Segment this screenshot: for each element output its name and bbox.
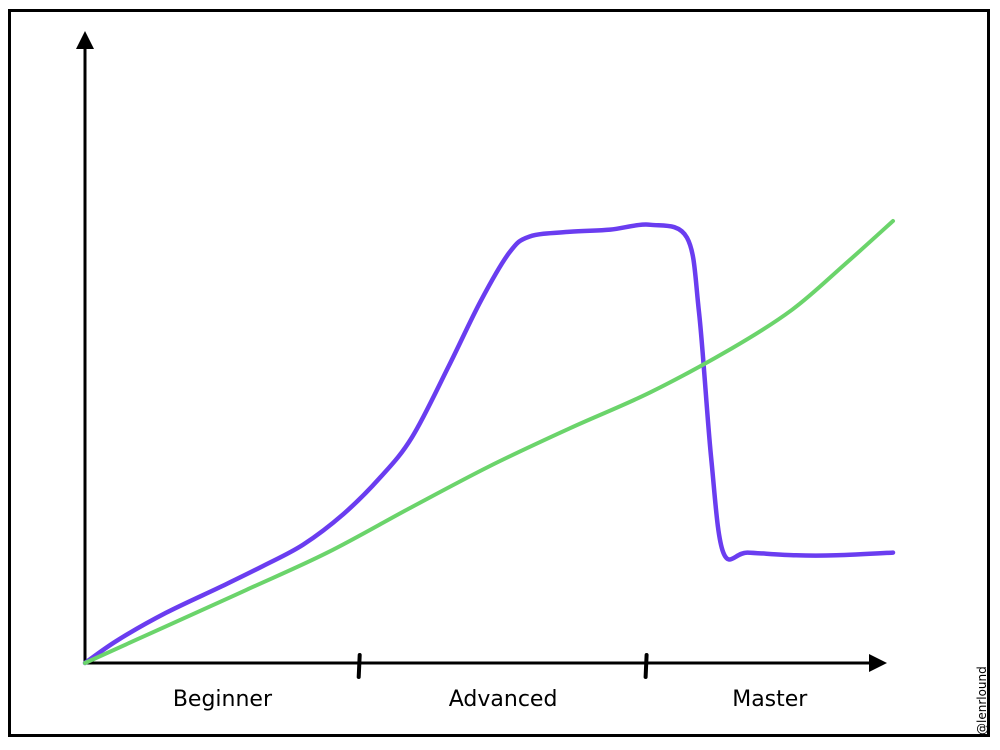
- credit-text: @lenrlound: [975, 666, 989, 735]
- category-label: Advanced: [449, 687, 558, 712]
- series-line-green: [83, 219, 895, 665]
- chart-frame: [8, 9, 990, 737]
- series-line-purple: [82, 222, 896, 666]
- category-label: Master: [732, 687, 808, 712]
- category-boundary-tick: [356, 653, 362, 679]
- category-boundary-tick: [643, 653, 649, 679]
- category-label: Beginner: [173, 687, 273, 712]
